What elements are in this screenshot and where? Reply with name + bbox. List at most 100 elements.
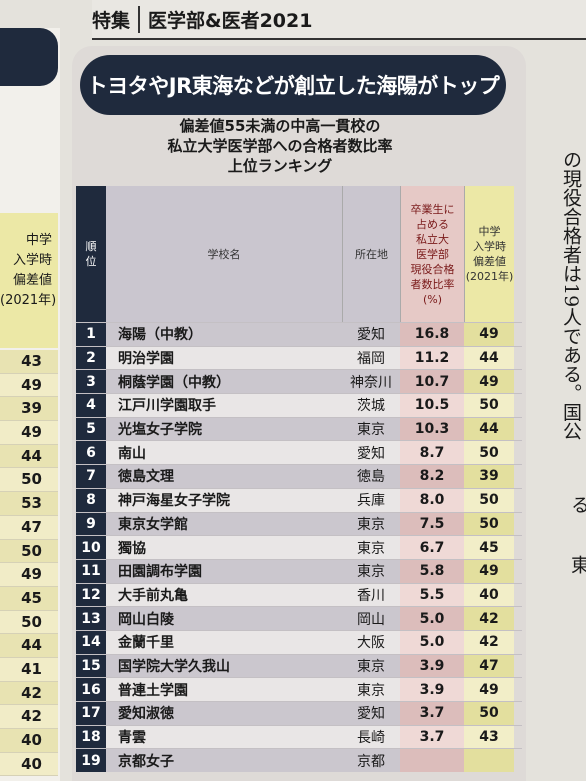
left-header-line: 偏差値: [12, 273, 52, 288]
deviation-cell: 49: [464, 678, 514, 701]
subtitle-line: 偏差値55未満の中高一貫校の: [179, 117, 381, 135]
location-cell: 東京: [342, 559, 400, 583]
table-row: 17 愛知淑徳 愛知 3.7 50: [76, 701, 522, 725]
ratio-cell: 6.7: [400, 536, 464, 559]
deviation-cell: 50: [464, 702, 514, 725]
header-deviation-line: 中学: [478, 225, 501, 238]
school-name-cell: 京都女子: [106, 749, 342, 773]
ratio-cell: 10.3: [400, 417, 464, 441]
issue-title: 医学部&医者2021: [148, 9, 313, 32]
rank-cell: 14: [76, 630, 106, 654]
header-deviation-line: (2021年): [465, 270, 514, 283]
rank-cell: 17: [76, 702, 106, 725]
rank-cell: 3: [76, 370, 106, 394]
ratio-cell: 5.8: [400, 559, 464, 583]
rank-cell: 11: [76, 559, 106, 583]
table-row: 5 光塩女子学院 東京 10.3 44: [76, 416, 522, 441]
location-cell: 愛知: [342, 323, 400, 346]
ratio-cell: [400, 749, 464, 773]
header-rank-line: 位: [85, 255, 97, 268]
header-deviation-line: 入学時: [473, 240, 506, 253]
subtitle-line: 私立大学医学部への合格者数比率: [167, 137, 393, 155]
article-text-column: の現役合格者は19人である。国公: [560, 150, 582, 441]
deviation-cell: 39: [464, 465, 514, 488]
ratio-cell: 3.7: [400, 725, 464, 749]
location-cell: 東京: [342, 417, 400, 441]
ratio-cell: 3.9: [400, 654, 464, 678]
table-row: 18 青雲 長崎 3.7 43: [76, 724, 522, 749]
rank-cell: 9: [76, 512, 106, 536]
left-deviation-value: 44: [0, 634, 58, 658]
left-cutoff-table: 中学 入学時 偏差値 (2021年) 43 49 39 49 44 50 53 47 50 49 4…: [0, 28, 60, 781]
school-name-cell: 大手前丸亀: [106, 583, 342, 607]
left-deviation-value: 44: [0, 444, 58, 469]
rank-cell: 6: [76, 441, 106, 465]
rank-cell: 16: [76, 678, 106, 701]
table-row: 3 桐蔭学園（中教） 神奈川 10.7 49: [76, 369, 522, 394]
school-name-cell: 江戸川学園取手: [106, 394, 342, 417]
location-cell: 京都: [342, 749, 400, 773]
deviation-cell: [464, 749, 514, 773]
section-tag: 特集: [92, 5, 141, 33]
left-deviation-value: 49: [0, 373, 58, 398]
location-cell: 大阪: [342, 630, 400, 654]
table-header: 順 位 学校名 所在地 卒業生に 占める 私立大 医学部 現役合格 者数比率 (…: [76, 186, 522, 322]
school-name-cell: 海陽（中教）: [106, 323, 342, 346]
location-cell: 徳島: [342, 465, 400, 488]
school-name-cell: 神戸海星女子学院: [106, 488, 342, 512]
left-deviation-value: 50: [0, 539, 58, 564]
school-name-cell: 獨協: [106, 536, 342, 559]
ratio-cell: 5.0: [400, 607, 464, 630]
left-deviation-value: 41: [0, 657, 58, 682]
left-header-line: 入学時: [12, 253, 52, 268]
ratio-cell: 8.2: [400, 465, 464, 488]
left-deviation-value: 45: [0, 586, 58, 611]
location-cell: 東京: [342, 512, 400, 536]
deviation-cell: 43: [464, 725, 514, 749]
header-ratio-line: 私立大: [416, 232, 449, 246]
rank-cell: 1: [76, 323, 106, 346]
rank-cell: 7: [76, 465, 106, 488]
deviation-cell: 50: [464, 441, 514, 465]
location-cell: 岡山: [342, 607, 400, 630]
table-row: 14 金蘭千里 大阪 5.0 42: [76, 629, 522, 654]
header-deviation: 中学 入学時 偏差値 (2021年): [464, 186, 514, 322]
location-cell: 茨城: [342, 394, 400, 417]
article-text-fragment: 東: [568, 555, 586, 574]
left-header-line: 中学: [25, 233, 52, 248]
deviation-cell: 50: [464, 488, 514, 512]
left-deviation-value: 53: [0, 492, 58, 516]
deviation-cell: 44: [464, 346, 514, 370]
deviation-cell: 40: [464, 583, 514, 607]
table-row: 15 国学院大学久我山 東京 3.9 47: [76, 653, 522, 678]
school-name-cell: 光塩女子学院: [106, 417, 342, 441]
header-ratio-line: 現役合格: [410, 262, 455, 276]
article-text-fragment: る: [568, 495, 586, 514]
header-rank: 順 位: [76, 186, 106, 322]
table-row: 1 海陽（中教） 愛知 16.8 49: [76, 322, 522, 346]
ratio-cell: 5.5: [400, 583, 464, 607]
ranking-table: 順 位 学校名 所在地 卒業生に 占める 私立大 医学部 現役合格 者数比率 (…: [76, 186, 522, 773]
left-deviation-value: 49: [0, 421, 58, 445]
left-deviation-value: 42: [0, 681, 58, 706]
header-school-name-label: 学校名: [207, 247, 241, 261]
ratio-cell: 8.7: [400, 441, 464, 465]
ratio-cell: 3.9: [400, 678, 464, 701]
table-row: 12 大手前丸亀 香川 5.5 40: [76, 582, 522, 607]
location-cell: 愛知: [342, 702, 400, 725]
rank-cell: 15: [76, 654, 106, 678]
deviation-cell: 50: [464, 394, 514, 417]
ratio-cell: 10.5: [400, 394, 464, 417]
deviation-cell: 49: [464, 559, 514, 583]
header-ratio-line: 者数比率: [410, 277, 455, 291]
location-cell: 愛知: [342, 441, 400, 465]
rank-cell: 8: [76, 488, 106, 512]
school-name-cell: 岡山白陵: [106, 607, 342, 630]
school-name-cell: 金蘭千里: [106, 630, 342, 654]
header-location: 所在地: [342, 186, 400, 322]
ratio-cell: 5.0: [400, 630, 464, 654]
location-cell: 東京: [342, 678, 400, 701]
rank-cell: 10: [76, 536, 106, 559]
left-table-header-block: [0, 28, 58, 86]
header-deviation-line: 偏差値: [473, 255, 506, 268]
